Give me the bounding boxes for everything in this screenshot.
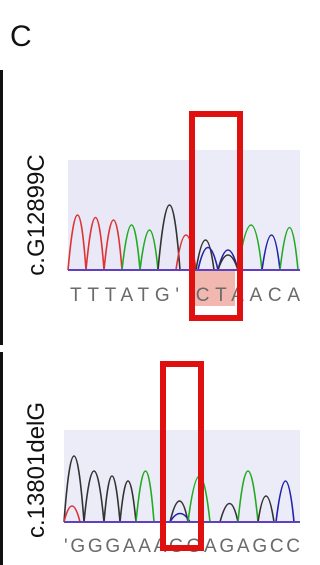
sequence: TTTATG' CTAACA [70, 285, 300, 306]
left-bar [0, 352, 3, 565]
panel-label: C [10, 20, 32, 53]
variant-label: c.G12899C [23, 154, 50, 275]
chromatogram [64, 430, 300, 522]
left-bar [0, 70, 3, 345]
figure-panel: C c.G12899C TTTATG' CTAACA c.13801delG [0, 0, 318, 565]
chromatogram [68, 150, 300, 306]
variant-label: c.13801delG [23, 402, 50, 538]
